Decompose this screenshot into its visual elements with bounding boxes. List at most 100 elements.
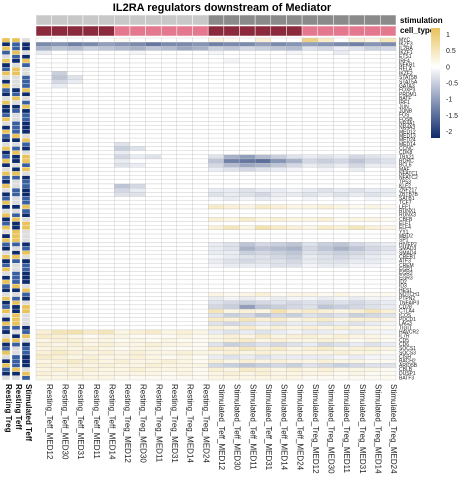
- heatmap-cell: [161, 371, 178, 376]
- heatmap-cell: [176, 104, 193, 110]
- heatmap-cell: [348, 292, 365, 297]
- column-label: Resting_Treg_MED24: [201, 384, 210, 463]
- row-label: TIGIT: [399, 325, 412, 331]
- heatmap-cell: [270, 58, 287, 64]
- row-label: MED14: [399, 142, 416, 148]
- side-indicator-cell: [1, 187, 11, 193]
- heatmap-cell: [364, 162, 381, 168]
- heatmap-cell: [286, 200, 303, 205]
- heatmap-cell: [82, 350, 99, 356]
- heatmap-cell: [192, 129, 209, 135]
- heatmap-cell: [145, 158, 162, 164]
- heatmap-cell: [98, 258, 115, 264]
- heatmap-cell: [51, 304, 68, 310]
- side-indicator-cell: [21, 96, 31, 101]
- side-indicator-cell: [11, 58, 21, 64]
- heatmap-cell: [286, 208, 303, 214]
- heatmap-cell: [317, 350, 334, 356]
- heatmap-cell: [82, 192, 99, 197]
- heatmap-cell: [67, 304, 84, 310]
- heatmap-cell: [348, 50, 365, 55]
- heatmap-cell: [161, 242, 178, 247]
- heatmap-cell: [239, 50, 256, 55]
- heatmap-cell: [348, 108, 365, 114]
- heatmap-cell: [129, 100, 146, 105]
- heatmap-cell: [286, 304, 303, 310]
- side-indicator-cell: [21, 329, 31, 335]
- heatmap-cell: [380, 154, 397, 160]
- heatmap-cell: [380, 171, 397, 176]
- heatmap-cell: [364, 179, 381, 185]
- heatmap-cell: [364, 213, 381, 218]
- side-indicator-cell: [21, 42, 31, 47]
- heatmap-cell: [286, 342, 303, 347]
- heatmap-cell: [161, 175, 178, 180]
- heatmap-cell: [364, 129, 381, 135]
- annotation-label-stimulation: stimulation: [400, 16, 443, 25]
- heatmap-cell: [317, 79, 334, 85]
- heatmap-cell: [129, 183, 146, 189]
- heatmap-cell: [176, 283, 193, 289]
- side-indicator-cell: [11, 167, 21, 172]
- heatmap-cell: [286, 96, 303, 101]
- heatmap-cell: [145, 221, 162, 226]
- heatmap-cell: [82, 229, 99, 235]
- heatmap-cell: [223, 363, 240, 368]
- side-indicator-cell: [1, 354, 11, 360]
- side-indicator-cell: [21, 204, 31, 210]
- row-label: ELF4: [399, 225, 411, 231]
- side-indicator-cell: [1, 46, 11, 51]
- side-indicator-cell: [11, 233, 21, 239]
- heatmap-cell: [82, 154, 99, 160]
- heatmap-cell: [192, 192, 209, 197]
- row-label: NFATC2: [399, 175, 418, 181]
- heatmap-cell: [51, 271, 68, 276]
- heatmap-cell: [301, 62, 318, 68]
- side-indicator-cell: [1, 229, 11, 235]
- heatmap-cell: [161, 37, 178, 43]
- heatmap-cell: [239, 96, 256, 101]
- heatmap-cell: [129, 225, 146, 231]
- heatmap-cell: [35, 129, 52, 135]
- heatmap-cell: [51, 217, 68, 222]
- heatmap-cell: [208, 183, 224, 189]
- heatmap-cell: [176, 296, 193, 301]
- heatmap-cell: [380, 321, 397, 326]
- heatmap-cell: [51, 213, 68, 218]
- heatmap-cell: [239, 275, 256, 281]
- side-indicator-cell: [11, 42, 21, 47]
- heatmap-cell: [317, 112, 334, 118]
- side-indicator-cell: [1, 367, 11, 372]
- heatmap-cell: [51, 183, 68, 189]
- heatmap-cell: [364, 104, 381, 110]
- column-label: Stimulated_Teff_MED30: [233, 384, 242, 471]
- heatmap-cell: [161, 183, 178, 189]
- heatmap-cell: [82, 167, 99, 172]
- heatmap-cell: [239, 37, 256, 43]
- heatmap-cell: [176, 175, 193, 180]
- heatmap-cell: [82, 363, 99, 368]
- heatmap-cell: [380, 263, 397, 268]
- heatmap-cell: [286, 100, 303, 105]
- heatmap-cell: [51, 100, 68, 105]
- heatmap-cell: [129, 200, 146, 205]
- heatmap-cell: [208, 137, 224, 143]
- heatmap-cell: [208, 275, 224, 281]
- row-label: NR4A3: [399, 125, 415, 131]
- heatmap-cell: [223, 83, 240, 89]
- side-indicator-cell: [21, 250, 31, 256]
- heatmap-cell: [98, 200, 115, 205]
- heatmap-cell: [161, 358, 178, 364]
- heatmap-cell: [208, 229, 224, 235]
- heatmap-cell: [67, 317, 84, 322]
- heatmap-cell: [67, 229, 84, 235]
- heatmap-cell: [286, 79, 303, 85]
- heatmap-cell: [51, 329, 68, 335]
- heatmap-cell: [364, 358, 381, 364]
- heatmap-cell: [317, 175, 334, 180]
- heatmap-cell: [176, 271, 193, 276]
- heatmap-cell: [254, 96, 271, 101]
- heatmap-cell: [286, 117, 303, 122]
- row-label: MBD2: [399, 234, 413, 240]
- heatmap-cell: [333, 175, 350, 180]
